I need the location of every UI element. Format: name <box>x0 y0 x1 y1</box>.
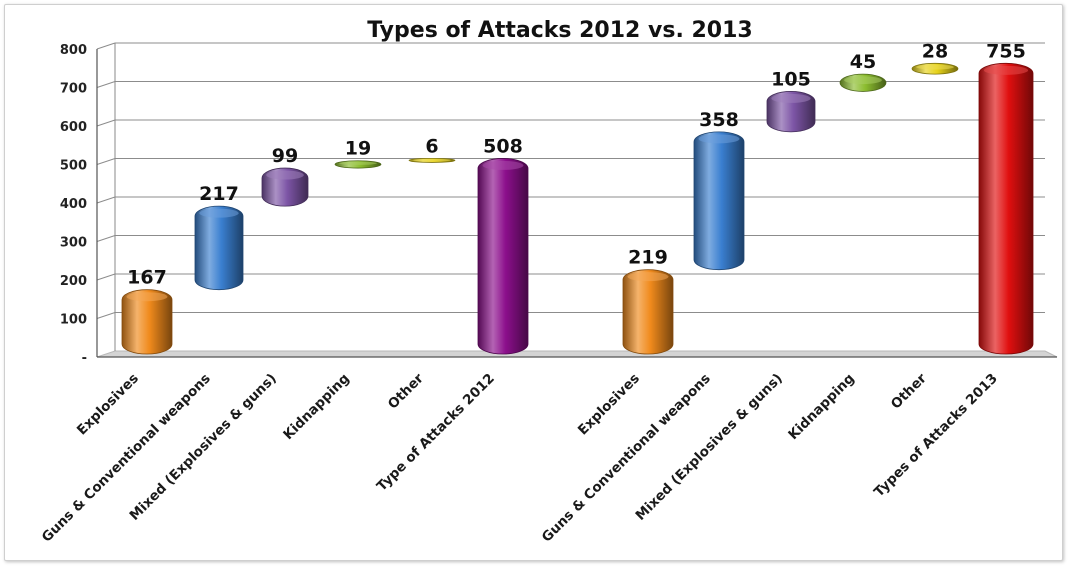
y-tick-label: 700 <box>60 82 87 97</box>
data-label: 105 <box>771 68 811 90</box>
data-label: 167 <box>127 267 167 289</box>
y-tick-label: - <box>82 351 87 366</box>
axes <box>96 43 1058 358</box>
x-tick-label: Kidnapping <box>785 371 858 444</box>
y-axis-ticks: - 100 200 300 400 500 600 700 800 <box>60 43 87 366</box>
gridline-side <box>96 119 116 127</box>
bar-cap <box>413 158 451 162</box>
x-tick-label: Explosives <box>575 371 643 439</box>
data-label: 19 <box>345 138 371 160</box>
bar-2 <box>194 205 244 291</box>
bar-body <box>978 62 1034 355</box>
bar-cap <box>771 93 811 103</box>
bar-8 <box>693 131 745 271</box>
x-tick-label: Mixed (Explosives & guns) <box>632 371 785 524</box>
bar-body <box>477 158 529 355</box>
x-tick-label: Mixed (Explosives & guns) <box>126 371 279 524</box>
data-label: 219 <box>628 247 668 269</box>
bar-9 <box>766 91 816 133</box>
waterfall-chart: Types of Attacks 2012 vs. 2013 - 100 200 30… <box>39 18 1058 546</box>
bar-body <box>622 269 674 355</box>
bar-cap <box>199 208 239 218</box>
bar-11 <box>911 62 959 75</box>
y-tick-label: 400 <box>60 197 87 212</box>
y-tick-label: 100 <box>60 313 87 328</box>
data-label: 28 <box>922 40 948 62</box>
data-label: 45 <box>850 51 876 73</box>
data-label: 755 <box>986 40 1026 62</box>
gridline-side <box>96 196 116 204</box>
bars <box>121 62 1034 355</box>
bar-1 <box>121 289 173 355</box>
x-tick-label: Other <box>385 370 427 412</box>
bar-cap <box>266 170 304 180</box>
bar-cap <box>983 65 1029 75</box>
y-tick-label: 600 <box>60 120 87 135</box>
bar-cap <box>482 160 524 170</box>
bar-4 <box>334 160 382 169</box>
bar-10 <box>839 73 887 92</box>
gridline-side <box>96 312 116 319</box>
chart-title: Types of Attacks 2012 vs. 2013 <box>367 18 752 43</box>
bar-6 <box>477 158 529 355</box>
bar-3 <box>261 167 309 207</box>
gridline-side <box>96 273 116 281</box>
gridline-side <box>96 235 116 242</box>
x-tick-label: Other <box>888 370 930 412</box>
data-label: 217 <box>199 183 239 205</box>
y-tick-label: 500 <box>60 159 87 174</box>
bar-cap <box>339 161 377 165</box>
x-tick-label: Type of Attacks 2012 <box>374 371 498 495</box>
gridline-side <box>96 81 116 88</box>
data-label: 508 <box>483 135 523 157</box>
data-label: 6 <box>425 135 438 157</box>
gridline-side <box>96 42 116 50</box>
data-labels: 167 217 99 19 6 508 219 358 105 45 28 755 <box>127 40 1026 288</box>
bar-cap <box>627 272 669 282</box>
bar-body <box>693 131 745 271</box>
bar-body <box>121 289 173 355</box>
y-tick-label: 800 <box>60 43 87 58</box>
y-tick-label: 300 <box>60 236 87 251</box>
x-tick-label: Types of Attacks 2013 <box>871 371 1001 501</box>
bar-5 <box>408 158 456 163</box>
bar-12 <box>978 62 1034 355</box>
chart-frame: Types of Attacks 2012 vs. 2013 - 100 200 30… <box>4 4 1063 561</box>
bar-body <box>194 205 244 291</box>
bar-cap <box>698 134 740 144</box>
x-tick-label: Explosives <box>74 371 142 439</box>
y-tick-label: 200 <box>60 274 87 289</box>
data-label: 358 <box>699 109 739 131</box>
bar-cap <box>916 64 954 70</box>
data-label: 99 <box>272 145 298 167</box>
chart-floor <box>96 350 1058 358</box>
bar-cap <box>126 292 168 302</box>
gridline-side <box>96 158 116 165</box>
bar-cap <box>844 76 882 85</box>
bar-7 <box>622 269 674 355</box>
x-tick-label: Kidnapping <box>280 371 353 444</box>
